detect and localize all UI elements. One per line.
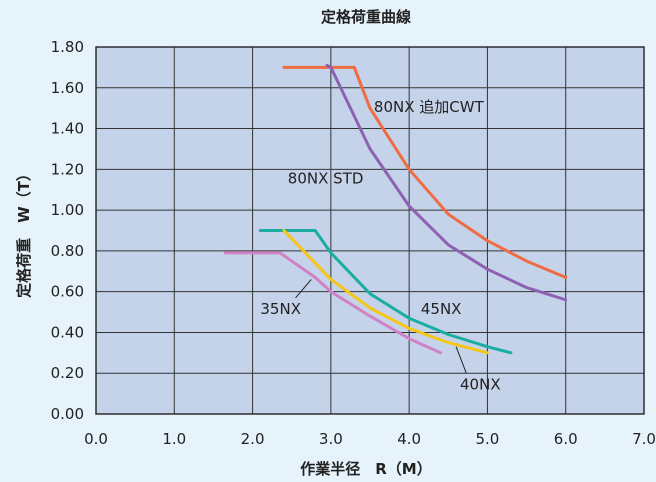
- series-label: 80NX 追加CWT: [374, 98, 485, 116]
- series-line: [258, 229, 513, 355]
- series-line: [282, 229, 489, 355]
- leader-line: [295, 279, 312, 299]
- y-tick-label: 0.00: [51, 405, 84, 423]
- series-labels: 80NX 追加CWT 80NX STD 45NX 40NX 35NX: [260, 98, 500, 393]
- y-axis-label: 定格荷重 W（T）: [15, 166, 33, 298]
- tick-labels: 0.0 1.0 2.0 3.0 4.0 5.0 6.0 7.0 0.00 0.20 0.40 0.60…: [51, 38, 656, 448]
- y-tick-label: 1.20: [51, 160, 84, 178]
- y-tick-label: 0.20: [51, 364, 84, 382]
- series-label: 40NX: [460, 376, 501, 394]
- y-tick-label: 0.80: [51, 242, 84, 260]
- y-tick-label: 1.40: [51, 120, 84, 138]
- x-tick-label: 0.0: [84, 430, 108, 448]
- series-lines: [223, 63, 568, 355]
- leader-line: [455, 346, 467, 374]
- plot-area: [96, 47, 644, 414]
- y-tick-label: 1.80: [51, 38, 84, 56]
- x-tick-label: 7.0: [632, 430, 656, 448]
- x-tick-label: 1.0: [162, 430, 186, 448]
- y-tick-label: 1.60: [51, 79, 84, 97]
- series-line: [325, 63, 568, 302]
- y-tick-label: 1.00: [51, 201, 84, 219]
- x-tick-label: 5.0: [475, 430, 499, 448]
- series-label: 45NX: [421, 300, 462, 318]
- x-axis-label: 作業半径 R（M）: [300, 460, 431, 478]
- y-tick-label: 0.40: [51, 323, 84, 341]
- plot-frame: [95, 46, 645, 415]
- x-tick-label: 6.0: [554, 430, 578, 448]
- series-label: 80NX STD: [288, 170, 364, 188]
- series-line: [223, 251, 442, 355]
- series-label: 35NX: [260, 300, 301, 318]
- chart-title: 定格荷重曲線: [321, 8, 411, 26]
- x-tick-label: 4.0: [397, 430, 421, 448]
- x-tick-label: 2.0: [241, 430, 265, 448]
- x-tick-label: 3.0: [319, 430, 343, 448]
- y-tick-label: 0.60: [51, 283, 84, 301]
- series-line: [282, 65, 568, 279]
